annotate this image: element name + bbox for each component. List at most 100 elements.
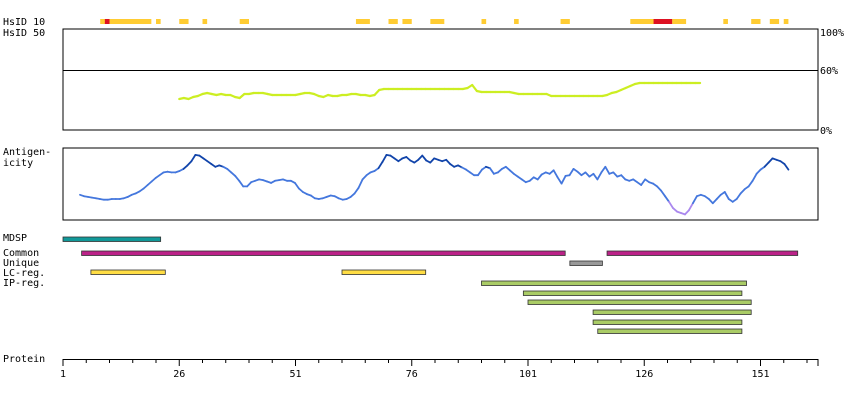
hsid10-segment-15 <box>723 19 728 24</box>
antigenicity-segment-169 <box>751 172 758 182</box>
protein-axis-ticks: 1 26 51 76 101 126 151 <box>60 359 819 380</box>
antigenicity-segment-103 <box>489 167 495 175</box>
antigenicity-segment-123 <box>568 167 575 177</box>
antigenicity-segment-39 <box>234 174 241 182</box>
antigenicity-segment-153 <box>688 202 694 212</box>
antigenicity-segment-119 <box>552 169 559 179</box>
hsid50-segment-0 <box>104 19 110 24</box>
identity-tick-60: 60% <box>820 66 838 77</box>
feature-label-common: Common <box>3 248 39 259</box>
antigenicity-segment-168 <box>747 179 754 188</box>
hsid10-segment-3 <box>202 19 208 24</box>
hsid10-segment-8 <box>430 19 445 24</box>
feature-label-unique: Unique <box>3 258 39 269</box>
hsid10-segment-4 <box>239 19 249 24</box>
antigenicity-segment-54 <box>294 181 300 190</box>
axis-tick-label-51: 51 <box>289 369 301 380</box>
antigenicity-segment-141 <box>640 178 647 186</box>
antigenicity-segment-85 <box>417 154 424 161</box>
hsid10-segment-14 <box>672 19 687 24</box>
hsid50-segment-1 <box>653 19 673 24</box>
identity-segment-63 <box>471 83 478 93</box>
antigenicity-segment-27 <box>186 160 193 167</box>
feature-bars <box>62 236 799 334</box>
antigenicity-segment-100 <box>477 168 483 177</box>
antigenicity-segment-115 <box>536 173 543 181</box>
hsid10-segment-17 <box>769 19 780 24</box>
antigenicity-segment-129 <box>592 172 599 181</box>
antigenicity-segment-158 <box>707 198 714 205</box>
antigenicity-segment-173 <box>767 157 774 164</box>
feature-bar-2-0 <box>569 260 603 266</box>
antigenicity-segment-152 <box>684 209 690 216</box>
antigenicity-segment-148 <box>668 200 674 210</box>
antigenicity-segment-120 <box>556 176 563 185</box>
hsid10-segment-18 <box>783 19 789 24</box>
antigenicity-segment-160 <box>715 193 722 200</box>
hsid10-segment-12 <box>630 19 654 24</box>
feature-bar-4-4 <box>592 319 743 325</box>
antigenicity-segment-70 <box>357 178 364 189</box>
antigenicity-segment-130 <box>596 171 603 181</box>
antigenicity-segment-147 <box>664 195 670 203</box>
axis-tick-label-26: 26 <box>173 369 185 380</box>
hsid10-segment-0 <box>100 19 152 24</box>
feature-label-mdsp: MDSP <box>3 233 27 244</box>
antigenicity-segment-75 <box>377 160 384 170</box>
antigenicity-segment-166 <box>739 188 746 195</box>
hsid10-segment-10 <box>514 19 519 24</box>
antigenicity-segment-127 <box>584 171 591 178</box>
hsid-bars <box>100 19 789 24</box>
feature-bar-4-1 <box>522 290 743 296</box>
hsid10-segment-5 <box>355 19 370 24</box>
antigenicity-segment-121 <box>560 174 567 185</box>
antigenicity-segment-136 <box>620 174 627 181</box>
feature-bar-3-0 <box>90 269 166 275</box>
identity-segment-42 <box>373 88 381 97</box>
antigenicity-segment-69 <box>353 186 360 195</box>
hsid10-segment-16 <box>751 19 761 24</box>
feature-bar-4-2 <box>527 299 752 305</box>
antigenicity-label: Antigen- icity <box>3 147 57 169</box>
feature-bar-4-5 <box>597 328 743 334</box>
axis-tick-label-101: 101 <box>519 369 537 380</box>
hsid10-segment-7 <box>402 19 412 24</box>
antigenicity-segment-154 <box>692 195 698 205</box>
antigenicity-segment-92 <box>445 158 452 165</box>
feature-label-lc-reg: LC-reg. <box>3 268 45 279</box>
antigenicity-label-part1: Antigen- <box>3 147 51 158</box>
feature-bar-1-1 <box>606 250 799 256</box>
antigenicity-line <box>79 153 790 216</box>
antigenicity-segment-131 <box>600 165 607 174</box>
identity-panel-frame <box>62 28 819 131</box>
antigenicity-segment-71 <box>361 174 368 181</box>
antigenicity-segment-42 <box>246 181 253 188</box>
feature-bar-3-1 <box>341 269 427 275</box>
antigenicity-label-part2: icity <box>3 158 33 169</box>
identity-tick-100: 100% <box>820 28 844 39</box>
antigenicity-segment-159 <box>711 198 718 205</box>
antigenicity-segment-146 <box>660 189 666 198</box>
identity-line <box>178 81 702 101</box>
feature-bar-1-0 <box>81 250 566 256</box>
antigenicity-panel-frame <box>62 147 819 221</box>
feature-bar-4-0 <box>481 280 747 286</box>
hsid10-segment-6 <box>388 19 398 24</box>
antigenicity-segment-28 <box>190 153 197 163</box>
hsid10-segment-2 <box>179 19 189 24</box>
feature-bar-4-3 <box>592 309 752 315</box>
antigenicity-segment-177 <box>783 163 790 171</box>
antigenicity-segment-86 <box>421 154 428 162</box>
antigenicity-segment-145 <box>656 185 662 192</box>
axis-tick-label-76: 76 <box>406 369 418 380</box>
hsid10-label: HsID 10 <box>3 17 45 28</box>
hsid10-segment-11 <box>560 19 570 24</box>
antigenicity-segment-40 <box>238 179 245 188</box>
antigenicity-segment-132 <box>604 165 611 175</box>
antigenicity-segment-165 <box>735 192 742 200</box>
feature-bar-0-0 <box>62 236 162 242</box>
axis-tick-label-1: 1 <box>60 369 66 380</box>
hsid50-label: HsID 50 <box>3 28 45 39</box>
